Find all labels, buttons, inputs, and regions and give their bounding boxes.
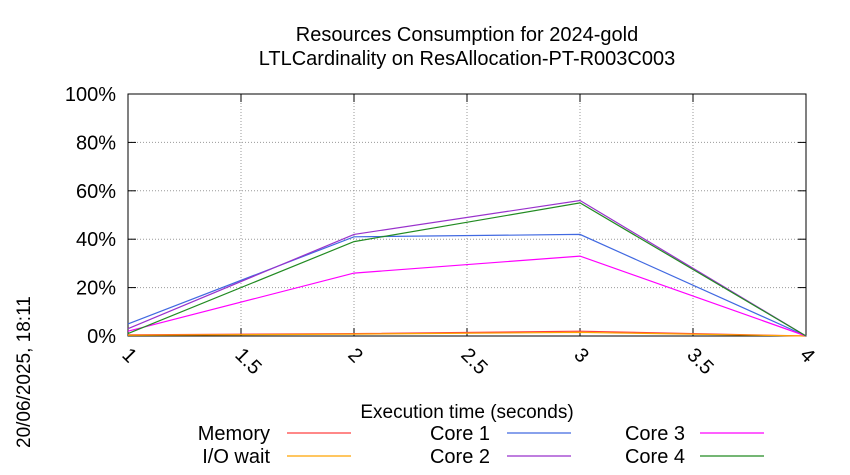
- y-tick-label: 40%: [76, 229, 116, 251]
- legend-label: Core 4: [625, 446, 685, 468]
- x-tick-label: 1.5: [230, 344, 265, 379]
- x-tick-label: 2.5: [456, 344, 491, 379]
- y-tick-label: 60%: [76, 181, 116, 203]
- legend-label: Core 3: [625, 423, 685, 445]
- series-line-i-o-wait: [127, 331, 807, 337]
- legend-label: Core 2: [430, 446, 490, 468]
- chart-subtitle: LTLCardinality on ResAllocation-PT-R003C…: [259, 48, 676, 70]
- x-tick-label: 3: [569, 344, 592, 367]
- y-tick-label: 80%: [76, 132, 116, 154]
- series-line-core-2: [127, 199, 807, 337]
- legend-label: I/O wait: [202, 446, 270, 468]
- x-tick-label: 1: [117, 344, 140, 367]
- y-tick-label: 100%: [65, 84, 116, 106]
- x-tick-label: 4: [795, 344, 818, 367]
- chart-title: Resources Consumption for 2024-gold: [296, 24, 638, 46]
- series-lines: [127, 199, 807, 337]
- series-line-core-1: [127, 233, 807, 337]
- legend-label: Core 1: [430, 423, 490, 445]
- series-line-core-3: [127, 255, 807, 337]
- y-tick-label: 20%: [76, 278, 116, 300]
- series-line-core-4: [127, 202, 807, 337]
- x-axis-label: Execution time (seconds): [360, 402, 573, 423]
- timestamp: 20/06/2025, 18:11: [14, 296, 35, 448]
- y-axis-ticks: 0% 20% 40% 60% 80% 100%: [65, 84, 806, 348]
- x-tick-label: 3.5: [682, 344, 717, 379]
- grid: [128, 94, 806, 336]
- legend-label: Memory: [198, 423, 270, 445]
- y-tick-label: 0%: [87, 326, 116, 348]
- x-tick-label: 2: [343, 344, 366, 367]
